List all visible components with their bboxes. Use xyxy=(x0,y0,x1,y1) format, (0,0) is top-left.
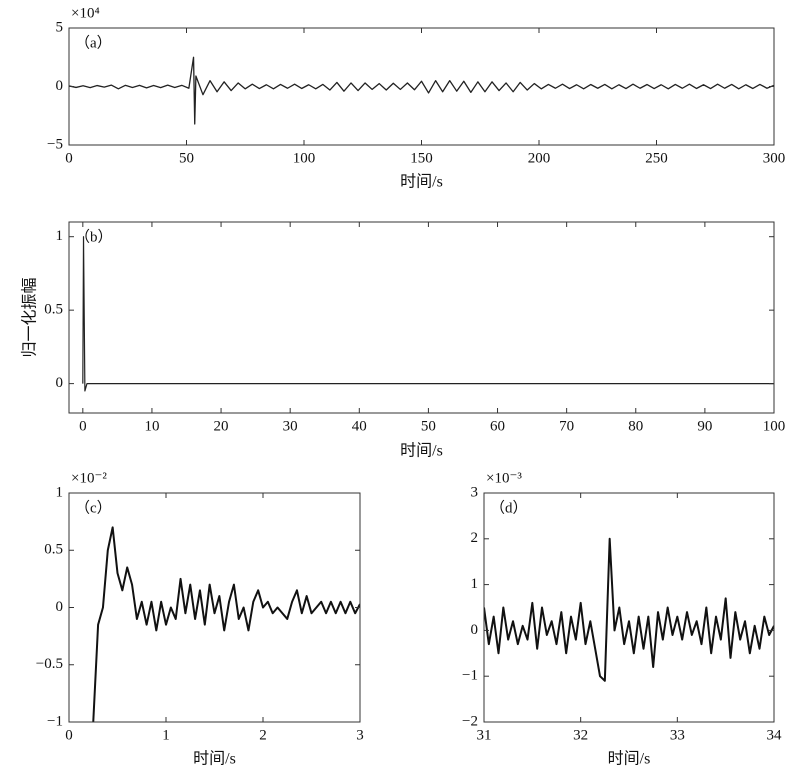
axes-frame xyxy=(483,492,775,723)
x-tick-label: 31 xyxy=(477,727,492,743)
x-tick-label: 2 xyxy=(259,727,267,743)
x-tick-label: 50 xyxy=(179,150,194,166)
y-multiplier: ×10⁴ xyxy=(71,5,100,21)
y-tick-label: 0 xyxy=(56,375,64,391)
x-tick-label: 30 xyxy=(283,418,298,434)
panel-label: （d） xyxy=(490,499,528,516)
x-tick-label: 40 xyxy=(352,418,367,434)
y-multiplier: ×10⁻³ xyxy=(486,470,522,486)
x-tick-label: 80 xyxy=(628,418,643,434)
y-tick-label: −5 xyxy=(47,136,63,152)
x-tick-label: 50 xyxy=(421,418,436,434)
y-tick-label: −2 xyxy=(462,713,478,729)
x-tick-label: 32 xyxy=(573,727,588,743)
panel-label: （c） xyxy=(75,499,112,516)
x-tick-label: 100 xyxy=(293,150,316,166)
x-axis-label: 时间/s xyxy=(400,173,443,191)
x-axis-label: 时间/s xyxy=(400,442,443,460)
y-tick-label: 0.5 xyxy=(44,302,63,318)
x-tick-label: 3 xyxy=(356,727,364,743)
signal-line xyxy=(484,537,774,682)
y-tick-label: 3 xyxy=(471,484,479,500)
x-tick-label: 0 xyxy=(65,727,73,743)
x-axis-label: 时间/s xyxy=(193,750,236,768)
y-tick-label: 1 xyxy=(56,484,64,500)
y-tick-label: 0 xyxy=(56,599,64,615)
signal-line xyxy=(69,56,774,125)
signal-line xyxy=(92,526,360,722)
y-multiplier: ×10⁻² xyxy=(71,470,107,486)
x-tick-label: 250 xyxy=(645,150,668,166)
x-tick-label: 33 xyxy=(670,727,685,743)
y-tick-label: 2 xyxy=(471,530,479,546)
y-tick-label: 0 xyxy=(56,78,64,94)
y-tick-label: 0 xyxy=(471,622,479,638)
axes-frame xyxy=(68,27,775,146)
y-tick-label: 0.5 xyxy=(44,542,63,558)
y-tick-label: −0.5 xyxy=(36,656,63,672)
x-tick-label: 60 xyxy=(490,418,505,434)
panel-label: （a） xyxy=(75,34,112,51)
y-tick-label: −1 xyxy=(47,713,63,729)
x-tick-label: 34 xyxy=(767,727,783,743)
x-tick-label: 90 xyxy=(697,418,712,434)
x-tick-label: 20 xyxy=(214,418,229,434)
x-axis-label: 时间/s xyxy=(608,750,651,768)
x-tick-label: 10 xyxy=(144,418,159,434)
y-axis-label: 归一化振幅 xyxy=(21,277,39,357)
y-tick-label: 1 xyxy=(56,228,64,244)
x-tick-label: 0 xyxy=(79,418,87,434)
x-tick-label: 100 xyxy=(763,418,786,434)
x-tick-label: 300 xyxy=(763,150,786,166)
x-tick-label: 200 xyxy=(528,150,551,166)
y-tick-label: 5 xyxy=(56,19,64,35)
signal-line xyxy=(82,236,774,392)
y-tick-label: 1 xyxy=(471,576,479,592)
x-tick-label: 0 xyxy=(65,150,73,166)
x-tick-label: 1 xyxy=(162,727,170,743)
y-tick-label: −1 xyxy=(462,668,478,684)
axes-frame xyxy=(68,221,775,414)
panel-label: （b） xyxy=(75,228,113,245)
x-tick-label: 70 xyxy=(559,418,574,434)
x-tick-label: 150 xyxy=(410,150,433,166)
